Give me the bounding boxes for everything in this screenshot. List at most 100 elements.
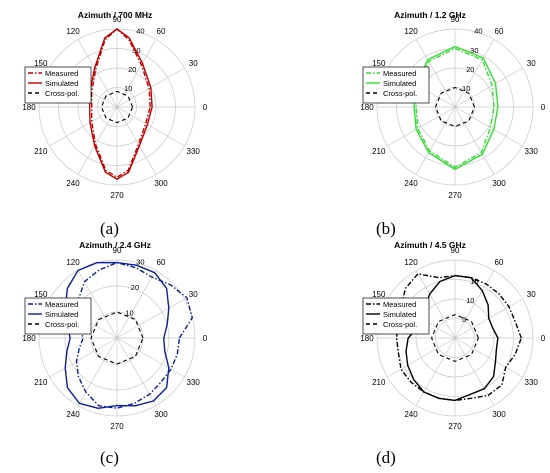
chart-title: Azimuth / 2.4 GHz (79, 240, 151, 250)
grid-spoke (454, 337, 495, 406)
angle-tick-label: 210 (34, 378, 48, 387)
angle-tick-label: 90 (113, 15, 122, 24)
legend-entry: Cross-pol. (383, 320, 417, 329)
angle-tick-label: 330 (187, 378, 201, 387)
polar-chart-2: Azimuth / 2.4 GHz90603003303002702402101… (22, 240, 207, 431)
series-line-measured (75, 261, 193, 409)
angle-tick-label: 0 (203, 334, 208, 343)
angle-tick-label: 90 (451, 15, 460, 24)
angle-tick-label: 0 (541, 103, 546, 112)
angle-tick-label: 330 (187, 147, 201, 156)
radial-tick-label: 20 (131, 283, 139, 292)
panel-label-d: (d) (376, 448, 396, 467)
angle-tick-label: 210 (372, 378, 386, 387)
radial-tick-label: 10 (125, 309, 133, 318)
radial-tick-label: 20 (466, 65, 474, 74)
series-line-measured (395, 273, 522, 402)
grid-spoke (454, 67, 523, 108)
grid-spoke (387, 337, 456, 378)
angle-tick-label: 270 (110, 191, 124, 200)
legend-entry: Simulated (383, 310, 416, 319)
angle-tick-label: 210 (34, 147, 48, 156)
radial-tick-label: 5 (462, 315, 466, 324)
legend-entry: Measured (45, 300, 78, 309)
angle-tick-label: 150 (372, 290, 386, 299)
radial-tick-label: 10 (466, 296, 474, 305)
legend-entry: Cross-pol. (45, 89, 79, 98)
grid-spoke (116, 337, 157, 406)
angle-tick-label: 120 (404, 258, 418, 267)
grid-spoke (49, 106, 118, 147)
legend-entry: Measured (383, 300, 416, 309)
radial-tick-label: 40 (136, 27, 144, 36)
panel-label-c: (c) (100, 448, 119, 467)
grid-spoke (116, 106, 157, 175)
legend-entry: Simulated (45, 310, 78, 319)
angle-tick-label: 330 (525, 378, 539, 387)
angle-tick-label: 240 (66, 410, 80, 419)
grid-spoke (454, 106, 523, 147)
grid-spoke (415, 106, 456, 175)
legend-entry: Simulated (45, 79, 78, 88)
chart-title: Azimuth / 4.5 GHz (394, 240, 466, 250)
angle-tick-label: 300 (154, 179, 168, 188)
chart-title: Azimuth / 700 MHz (78, 10, 153, 20)
angle-tick-label: 270 (448, 422, 462, 431)
grid-spoke (454, 39, 495, 108)
angle-tick-label: 60 (157, 27, 166, 36)
angle-tick-label: 30 (527, 59, 536, 68)
panel-label-b: (b) (376, 219, 396, 238)
chart-title: Azimuth / 1.2 GHz (394, 10, 466, 20)
series-line-simulated (64, 261, 170, 409)
grid-spoke (49, 337, 118, 378)
grid-spoke (454, 337, 523, 378)
angle-tick-label: 180 (22, 334, 36, 343)
series-line-cross-pol (100, 90, 134, 124)
legend-entry: Cross-pol. (383, 89, 417, 98)
radial-tick-label: 30 (470, 46, 478, 55)
grid-spoke (116, 337, 185, 378)
angle-tick-label: 30 (527, 290, 536, 299)
grid-spoke (77, 106, 118, 175)
angle-tick-label: 270 (448, 191, 462, 200)
angle-tick-label: 60 (495, 258, 504, 267)
legend-entry: Cross-pol. (45, 320, 79, 329)
angle-tick-label: 240 (404, 179, 418, 188)
angle-tick-label: 240 (404, 410, 418, 419)
angle-tick-label: 120 (66, 258, 80, 267)
angle-tick-label: 210 (372, 147, 386, 156)
angle-tick-label: 120 (66, 27, 80, 36)
radial-tick-label: 10 (124, 84, 132, 93)
series-line-simulated (405, 274, 499, 402)
grid-spoke (77, 39, 118, 108)
series-line-cross-pol (431, 314, 479, 362)
grid-spoke (116, 298, 185, 339)
angle-tick-label: 120 (404, 27, 418, 36)
angle-tick-label: 330 (525, 147, 539, 156)
radial-tick-label: 20 (128, 65, 136, 74)
grid-spoke (77, 337, 118, 406)
angle-tick-label: 150 (372, 59, 386, 68)
panel-label-a: (a) (100, 219, 119, 238)
angle-tick-label: 270 (110, 422, 124, 431)
series-line-measured (91, 28, 151, 178)
angle-tick-label: 90 (451, 246, 460, 255)
series-line-cross-pol (434, 86, 476, 128)
angle-tick-label: 0 (203, 103, 208, 112)
angle-tick-label: 180 (360, 334, 374, 343)
grid-spoke (415, 337, 456, 406)
legend-entry: Measured (383, 69, 416, 78)
angle-tick-label: 0 (541, 334, 546, 343)
angle-tick-label: 30 (189, 290, 198, 299)
legend-entry: Simulated (383, 79, 416, 88)
angle-tick-label: 300 (492, 179, 506, 188)
angle-tick-label: 150 (34, 290, 48, 299)
grid-spoke (116, 106, 185, 147)
angle-tick-label: 240 (66, 179, 80, 188)
grid-spoke (387, 106, 456, 147)
grid-spoke (415, 39, 456, 108)
angle-tick-label: 180 (22, 103, 36, 112)
angle-tick-label: 90 (113, 246, 122, 255)
radial-tick-label: 40 (474, 27, 482, 36)
